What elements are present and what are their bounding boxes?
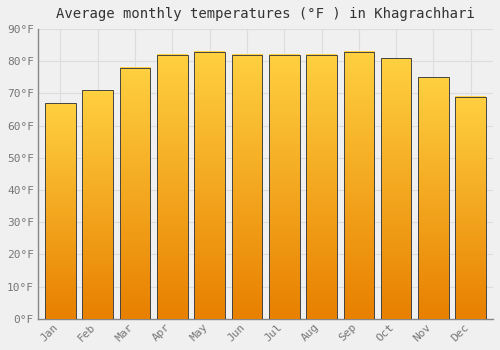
Bar xyxy=(381,58,412,319)
Bar xyxy=(344,51,374,319)
Bar xyxy=(269,55,300,319)
Title: Average monthly temperatures (°F ) in Khagrachhari: Average monthly temperatures (°F ) in Kh… xyxy=(56,7,475,21)
Bar xyxy=(232,55,262,319)
Bar xyxy=(45,103,76,319)
Bar xyxy=(456,97,486,319)
Bar xyxy=(157,55,188,319)
Bar xyxy=(306,55,337,319)
Bar xyxy=(82,90,113,319)
Bar xyxy=(194,51,225,319)
Bar xyxy=(120,68,150,319)
Bar xyxy=(418,77,448,319)
